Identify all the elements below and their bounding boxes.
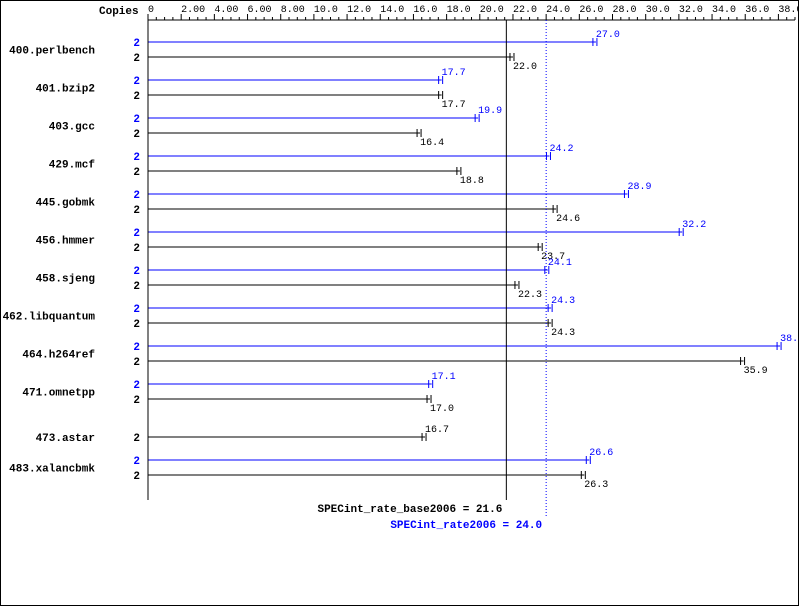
specint-rate-chart: Copies 0 2.00 4.00 6.00 8.00 10.0 12.0 14.0 16.0 1… <box>0 0 799 606</box>
axis-tick-label: 14.0 <box>380 5 404 16</box>
axis-tick-label: 30.0 <box>646 5 670 16</box>
summary-base: SPECint_rate_base2006 = 21.6 <box>317 504 502 516</box>
summary-peak: SPECint_rate2006 = 24.0 <box>390 520 542 532</box>
benchmark-label: 401.bzip2 <box>36 84 95 96</box>
copies-base: 2 <box>133 433 140 445</box>
value-peak: 24.2 <box>549 144 573 155</box>
value-peak: 17.7 <box>442 68 466 79</box>
benchmark-label: 462.libquantum <box>3 312 96 324</box>
axis-tick-label: 32.0 <box>679 5 703 16</box>
value-peak: 26.6 <box>589 448 613 459</box>
benchmark-label: 458.sjeng <box>36 274 95 286</box>
copies-peak: 2 <box>133 456 140 468</box>
benchmark-label: 400.perlbench <box>9 46 95 58</box>
copies-base: 2 <box>133 319 140 331</box>
value-peak: 24.3 <box>551 296 575 307</box>
axis-tick-label: 8.00 <box>281 5 305 16</box>
copies-base: 2 <box>133 357 140 369</box>
copies-base: 2 <box>133 395 140 407</box>
copies-peak: 2 <box>133 190 140 202</box>
value-base: 22.3 <box>518 290 542 301</box>
axis-tick-label: 4.00 <box>214 5 238 16</box>
value-base: 35.9 <box>744 366 768 377</box>
copies-peak: 2 <box>133 304 140 316</box>
value-base: 16.4 <box>420 138 444 149</box>
benchmark-label: 429.mcf <box>49 160 96 172</box>
axis-tick-label: 20.0 <box>480 5 504 16</box>
axis-tick-label: 2.00 <box>181 5 205 16</box>
axis-tick-label: 6.00 <box>248 5 272 16</box>
copies-peak: 2 <box>133 342 140 354</box>
value-base: 17.0 <box>430 404 454 415</box>
axis-tick-label: 36.0 <box>745 5 769 16</box>
axis-tick-label: 12.0 <box>347 5 371 16</box>
axis-tick-label: 24.0 <box>546 5 570 16</box>
copies-peak: 2 <box>133 228 140 240</box>
axis-tick-label: 26.0 <box>579 5 603 16</box>
copies-peak: 2 <box>133 38 140 50</box>
axis-tick-label: 34.0 <box>712 5 736 16</box>
axis-tick-label: 28.0 <box>613 5 637 16</box>
value-peak: 27.0 <box>596 30 620 41</box>
copies-peak: 2 <box>133 380 140 392</box>
axis-tick-label: 16.0 <box>413 5 437 16</box>
value-base: 24.3 <box>551 328 575 339</box>
value-peak: 24.1 <box>548 258 572 269</box>
axis-tick-label: 18.0 <box>447 5 471 16</box>
benchmark-label: 445.gobmk <box>36 198 96 210</box>
copies-base: 2 <box>133 243 140 255</box>
axis-tick-label: 0 <box>148 5 154 16</box>
benchmark-label: 464.h264ref <box>22 350 95 362</box>
value-peak: 17.1 <box>432 372 456 383</box>
axis-tick-label: 38.0 <box>778 5 799 16</box>
value-base: 16.7 <box>425 425 449 436</box>
copies-peak: 2 <box>133 152 140 164</box>
copies-peak: 2 <box>133 266 140 278</box>
copies-peak: 2 <box>133 76 140 88</box>
value-peak: 38.1 <box>780 334 799 345</box>
axis-tick-label: 22.0 <box>513 5 537 16</box>
value-base: 22.0 <box>513 62 537 73</box>
value-base: 18.8 <box>460 176 484 187</box>
copies-base: 2 <box>133 167 140 179</box>
copies-base: 2 <box>133 129 140 141</box>
copies-base: 2 <box>133 281 140 293</box>
value-peak: 32.2 <box>682 220 706 231</box>
copies-peak: 2 <box>133 114 140 126</box>
value-peak: 19.9 <box>478 106 502 117</box>
copies-base: 2 <box>133 205 140 217</box>
value-base: 17.7 <box>442 100 466 111</box>
copies-base: 2 <box>133 53 140 65</box>
value-base: 24.6 <box>556 214 580 225</box>
benchmark-label: 471.omnetpp <box>22 388 95 400</box>
copies-base: 2 <box>133 471 140 483</box>
copies-base: 2 <box>133 91 140 103</box>
benchmark-label: 456.hmmer <box>36 236 95 248</box>
copies-header: Copies <box>99 6 139 18</box>
value-peak: 28.9 <box>627 182 651 193</box>
benchmark-label: 483.xalancbmk <box>9 464 95 476</box>
benchmark-label: 403.gcc <box>49 122 95 134</box>
axis-tick-label: 10.0 <box>314 5 338 16</box>
value-base: 26.3 <box>584 480 608 491</box>
benchmark-label: 473.astar <box>36 433 95 445</box>
